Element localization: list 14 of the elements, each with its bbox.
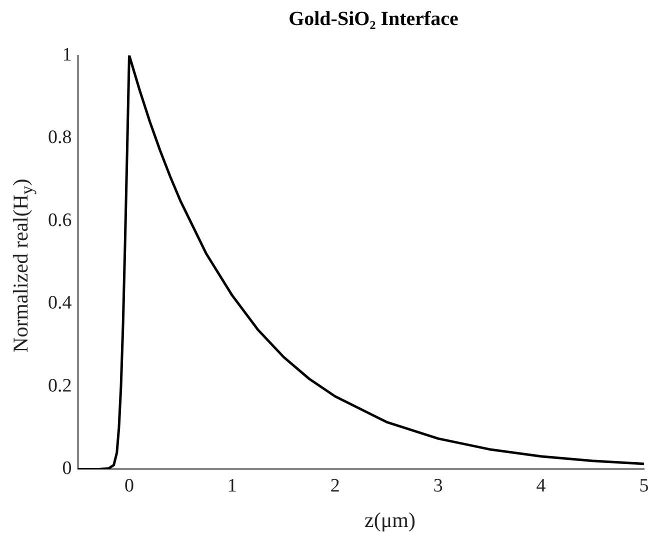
x-axis-title: z(μm) [364, 508, 416, 533]
y-tick-label: 0 [62, 458, 72, 480]
y-tick-label: 0.4 [48, 292, 72, 314]
x-tick-label: 5 [639, 476, 649, 497]
y-tick-label: 0.2 [48, 375, 72, 396]
x-tick-label: 1 [227, 476, 237, 497]
chart-title: Gold-SiO₂ Interface [288, 8, 460, 32]
y-tick-label: 0.8 [48, 127, 72, 148]
y-tick-label: 1 [62, 44, 72, 66]
x-tick-label: 0 [124, 476, 134, 497]
y-tick-label: 0.6 [48, 210, 72, 231]
x-tick-label: 2 [330, 476, 340, 497]
x-tick-label: 4 [536, 476, 546, 497]
x-tick-label: 3 [433, 476, 443, 497]
